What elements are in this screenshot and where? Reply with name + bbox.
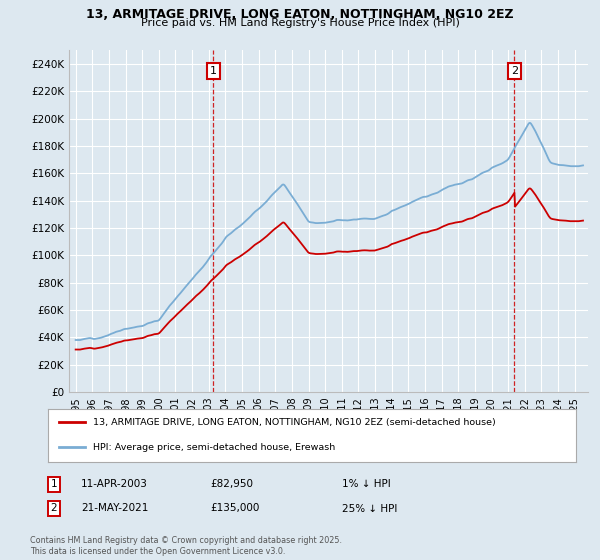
Text: Contains HM Land Registry data © Crown copyright and database right 2025.
This d: Contains HM Land Registry data © Crown c…	[30, 536, 342, 556]
Text: 1% ↓ HPI: 1% ↓ HPI	[342, 479, 391, 489]
Text: 1: 1	[50, 479, 58, 489]
Text: 2: 2	[511, 66, 518, 76]
Text: 2: 2	[50, 503, 58, 514]
Text: 1: 1	[210, 66, 217, 76]
Text: HPI: Average price, semi-detached house, Erewash: HPI: Average price, semi-detached house,…	[93, 442, 335, 451]
Text: 13, ARMITAGE DRIVE, LONG EATON, NOTTINGHAM, NG10 2EZ (semi-detached house): 13, ARMITAGE DRIVE, LONG EATON, NOTTINGH…	[93, 418, 496, 427]
Text: 13, ARMITAGE DRIVE, LONG EATON, NOTTINGHAM, NG10 2EZ: 13, ARMITAGE DRIVE, LONG EATON, NOTTINGH…	[86, 8, 514, 21]
Text: £135,000: £135,000	[210, 503, 259, 514]
Text: £82,950: £82,950	[210, 479, 253, 489]
Text: 11-APR-2003: 11-APR-2003	[81, 479, 148, 489]
Text: Price paid vs. HM Land Registry's House Price Index (HPI): Price paid vs. HM Land Registry's House …	[140, 18, 460, 29]
Text: 25% ↓ HPI: 25% ↓ HPI	[342, 503, 397, 514]
Text: 21-MAY-2021: 21-MAY-2021	[81, 503, 148, 514]
